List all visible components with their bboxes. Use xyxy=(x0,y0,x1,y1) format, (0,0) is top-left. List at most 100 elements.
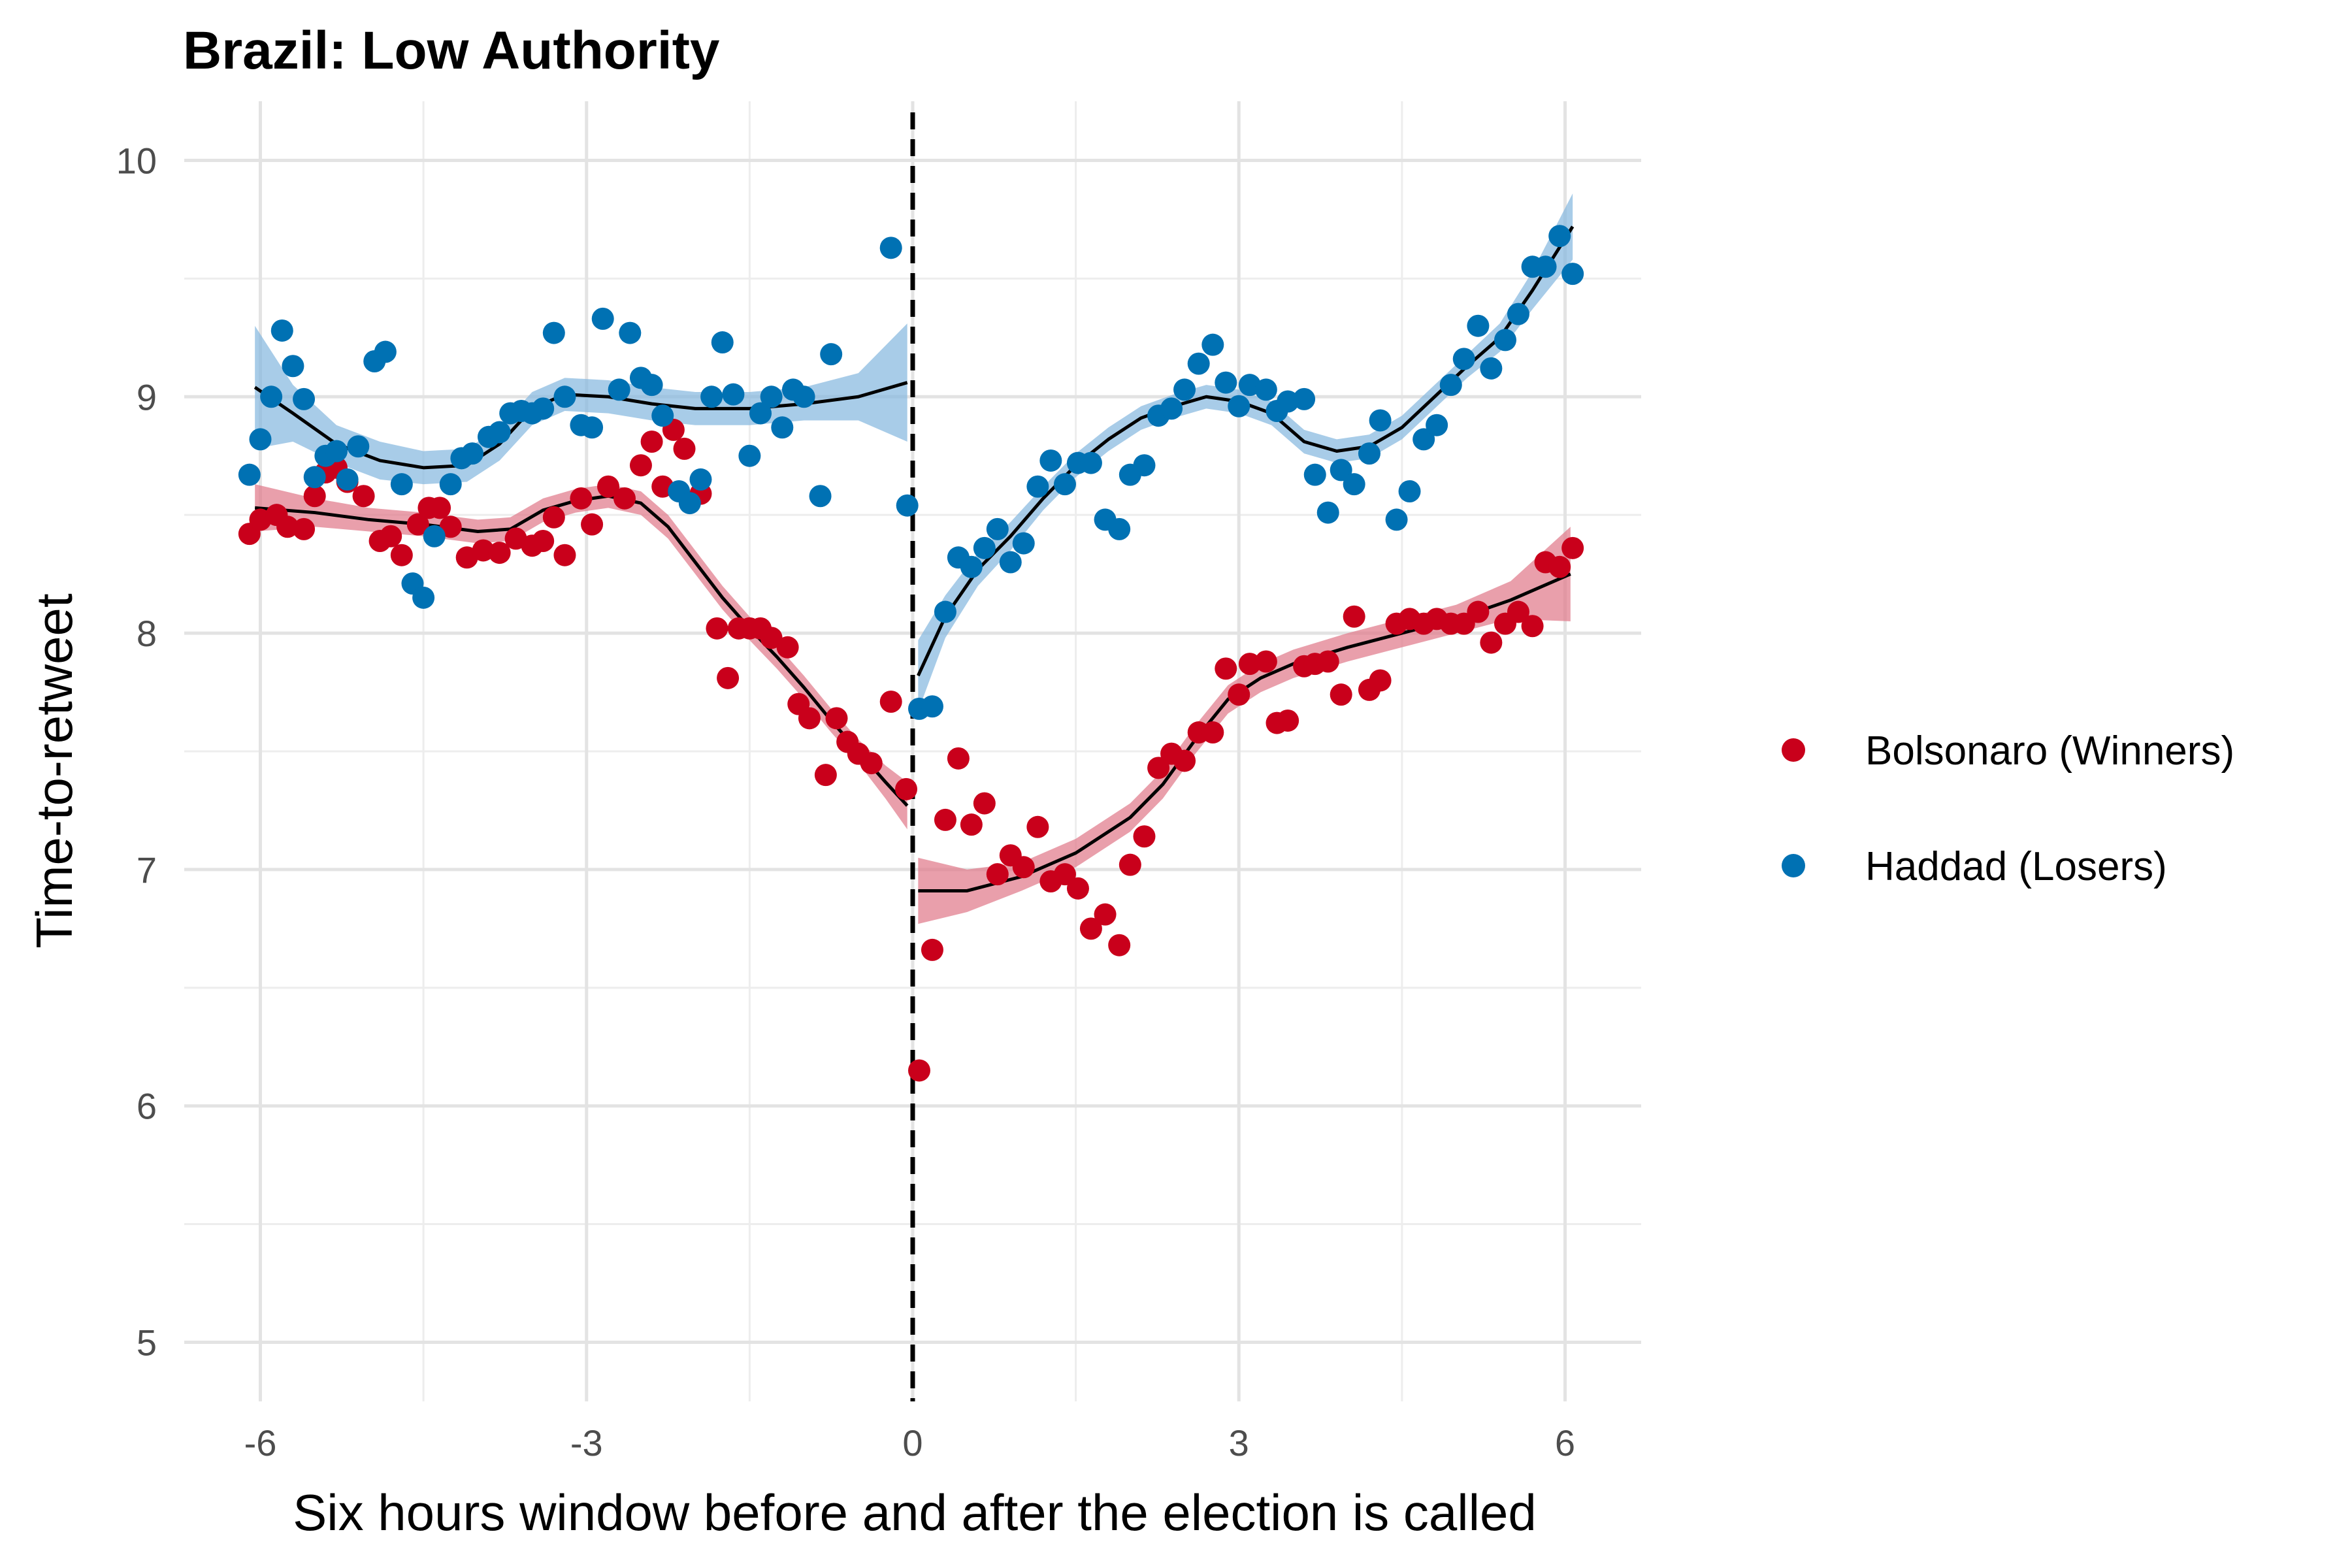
data-point-series-1 xyxy=(1201,333,1224,356)
legend-label-series-1: Haddad (Losers) xyxy=(1865,844,2167,889)
data-point-series-1 xyxy=(711,331,734,354)
data-point-series-1 xyxy=(1187,352,1210,375)
data-point-series-0 xyxy=(921,938,943,961)
data-point-series-0 xyxy=(1480,631,1503,654)
data-point-series-0 xyxy=(1561,536,1584,559)
data-point-series-1 xyxy=(1254,378,1277,401)
y-tick-label: 10 xyxy=(116,140,157,181)
data-point-series-0 xyxy=(706,617,728,640)
y-tick-label: 7 xyxy=(137,849,157,890)
data-point-series-0 xyxy=(640,431,663,453)
data-point-series-1 xyxy=(619,321,642,344)
data-point-series-1 xyxy=(1534,255,1557,278)
data-point-series-1 xyxy=(581,416,604,439)
data-point-series-1 xyxy=(591,307,614,330)
data-point-series-1 xyxy=(1369,409,1392,432)
data-point-series-1 xyxy=(986,517,1009,540)
legend-key-series-0 xyxy=(1782,738,1805,762)
confidence-band-series-1 xyxy=(255,323,907,485)
x-axis-title: Six hours window before and after the el… xyxy=(293,1484,1536,1541)
data-point-series-1 xyxy=(934,600,956,623)
legend-key-series-1 xyxy=(1782,854,1805,877)
data-point-series-0 xyxy=(717,666,740,689)
data-point-series-1 xyxy=(439,473,462,496)
data-point-series-1 xyxy=(1398,480,1421,502)
x-tick-label: 6 xyxy=(1555,1422,1575,1463)
data-point-series-0 xyxy=(542,506,565,529)
data-point-series-1 xyxy=(760,385,783,408)
data-point-series-1 xyxy=(412,586,435,609)
data-point-series-1 xyxy=(293,387,316,410)
data-point-series-1 xyxy=(303,466,326,489)
data-point-series-1 xyxy=(553,385,576,408)
data-point-series-0 xyxy=(472,539,495,562)
data-point-series-0 xyxy=(1173,749,1196,772)
data-point-series-0 xyxy=(986,863,1009,886)
data-point-series-1 xyxy=(1561,263,1584,286)
data-point-series-1 xyxy=(973,536,996,559)
data-point-series-0 xyxy=(1201,721,1224,744)
y-tick-labels: 5 6 7 8 9 10 xyxy=(116,140,157,1363)
data-point-series-0 xyxy=(895,777,918,800)
data-point-series-1 xyxy=(1343,473,1365,496)
data-point-series-0 xyxy=(380,525,402,547)
data-point-series-1 xyxy=(347,435,370,458)
data-point-series-0 xyxy=(1254,650,1277,673)
data-point-series-1 xyxy=(1215,371,1237,394)
x-tick-label: 0 xyxy=(902,1422,923,1463)
data-point-series-1 xyxy=(1507,302,1529,325)
data-point-series-0 xyxy=(934,808,956,831)
data-point-series-1 xyxy=(423,525,446,547)
data-point-series-0 xyxy=(879,691,902,713)
x-tick-label: 3 xyxy=(1229,1422,1249,1463)
data-point-series-0 xyxy=(1079,917,1102,940)
data-point-series-0 xyxy=(825,707,848,730)
data-point-series-0 xyxy=(1215,657,1237,680)
data-point-series-1 xyxy=(689,468,712,491)
data-point-series-0 xyxy=(429,497,451,519)
data-point-series-1 xyxy=(1548,225,1571,248)
data-point-series-1 xyxy=(999,551,1022,574)
data-point-series-1 xyxy=(1026,475,1049,498)
data-point-series-0 xyxy=(629,454,652,477)
data-point-series-1 xyxy=(282,355,304,378)
data-point-series-0 xyxy=(1521,615,1544,638)
data-point-series-0 xyxy=(1238,653,1261,676)
data-point-series-0 xyxy=(439,515,462,538)
x-tick-labels: -6 -3 0 3 6 xyxy=(244,1422,1575,1463)
smooth-line-series-0 xyxy=(254,494,909,807)
data-point-series-0 xyxy=(960,813,983,836)
data-point-series-1 xyxy=(374,340,397,363)
data-point-series-1 xyxy=(960,555,983,578)
legend-label-series-0: Bolsonaro (Winners) xyxy=(1865,728,2234,774)
data-point-series-0 xyxy=(1133,825,1156,848)
data-point-series-1 xyxy=(1452,348,1475,370)
data-point-series-1 xyxy=(238,463,261,486)
data-point-series-1 xyxy=(921,695,943,718)
x-tick-label: -6 xyxy=(244,1422,277,1463)
data-point-series-0 xyxy=(860,752,883,775)
y-tick-label: 5 xyxy=(137,1322,157,1364)
data-point-series-1 xyxy=(1358,442,1380,465)
x-tick-label: -3 xyxy=(570,1422,603,1463)
y-tick-label: 9 xyxy=(137,376,157,417)
data-point-series-1 xyxy=(260,385,283,408)
data-point-series-1 xyxy=(792,385,815,408)
data-point-series-1 xyxy=(722,383,745,406)
data-point-series-1 xyxy=(1228,395,1250,417)
chart-title: Brazil: Low Authority xyxy=(183,21,720,80)
data-point-series-1 xyxy=(640,374,663,397)
data-point-series-1 xyxy=(488,421,511,444)
data-point-series-0 xyxy=(553,544,576,566)
data-point-series-0 xyxy=(1108,934,1131,956)
data-point-series-0 xyxy=(1548,555,1571,578)
data-point-series-1 xyxy=(896,494,919,517)
data-point-series-0 xyxy=(1228,683,1250,706)
data-point-series-0 xyxy=(1330,683,1352,706)
data-point-series-0 xyxy=(570,487,593,510)
data-point-series-1 xyxy=(1012,532,1035,555)
data-point-series-1 xyxy=(461,442,484,465)
data-point-series-0 xyxy=(303,485,326,508)
data-point-series-0 xyxy=(947,747,970,770)
